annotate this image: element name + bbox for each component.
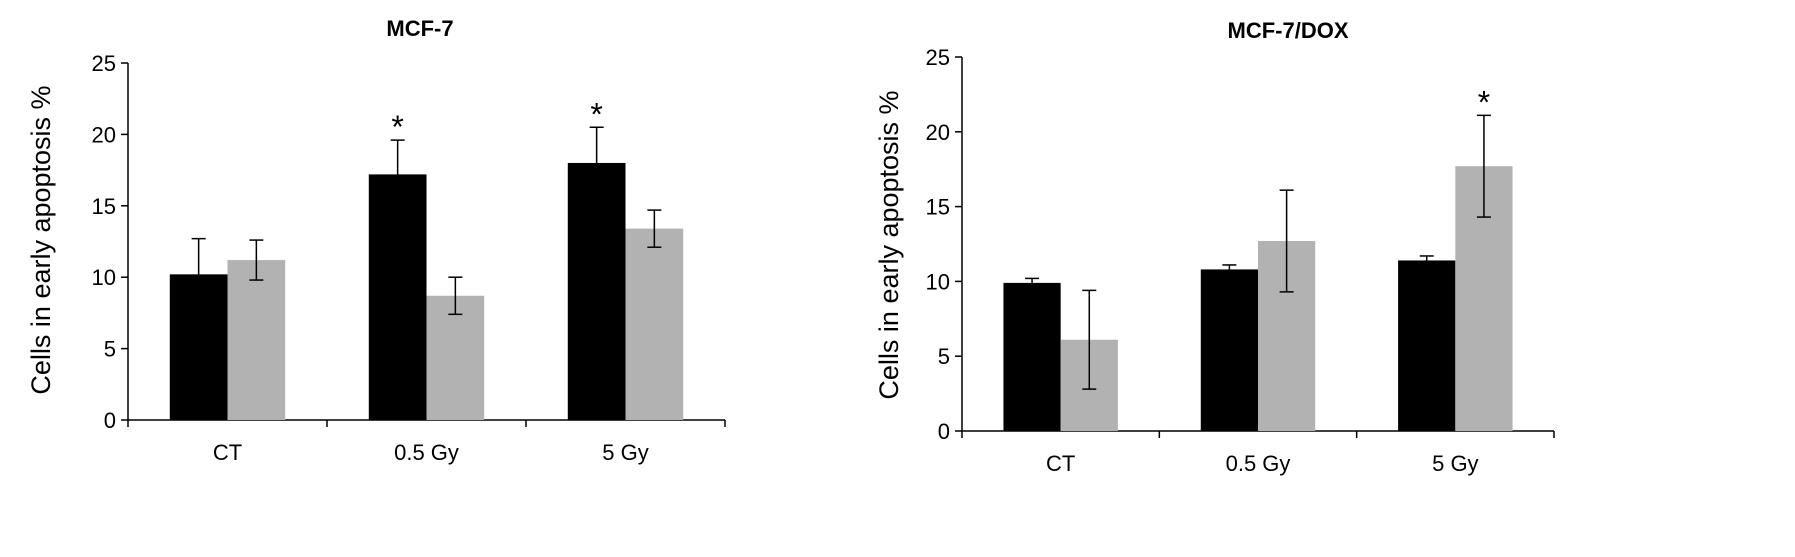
chart-plot-area: 0 5 10 15 20 25 CT 0.5 Gy 5 Gy * * <box>92 51 726 465</box>
y-tick-label: 15 <box>926 195 950 220</box>
x-tick-label: 5 Gy <box>602 440 648 465</box>
bar <box>1003 282 1061 431</box>
chart-title: MCF-7/DOX <box>1227 18 1349 43</box>
bar <box>426 295 485 420</box>
bar <box>1200 269 1258 431</box>
y-tick-label: 20 <box>92 122 116 147</box>
y-tick-label: 0 <box>938 419 950 444</box>
x-tick-label: 0.5 Gy <box>394 440 459 465</box>
y-tick-label: 0 <box>104 408 116 433</box>
y-tick-label: 10 <box>926 269 950 294</box>
bar <box>567 162 626 420</box>
chart-plot-area: 0 5 10 15 20 25 CT 0.5 Gy 5 Gy * <box>926 45 1555 476</box>
x-tick-label: CT <box>1046 451 1075 476</box>
y-tick-label: 15 <box>92 194 116 219</box>
x-tick-label: 5 Gy <box>1432 451 1478 476</box>
y-tick-label: 5 <box>938 344 950 369</box>
chart-mcf7: MCF-7 Cells in early apoptosis % 0 5 10 15 2… <box>0 0 897 557</box>
significance-marker: * <box>590 96 602 132</box>
chart-title: MCF-7 <box>386 16 454 41</box>
y-tick-label: 20 <box>926 120 950 145</box>
significance-marker: * <box>1478 84 1490 120</box>
bar <box>1398 260 1456 431</box>
significance-marker: * <box>391 109 403 145</box>
bar <box>625 228 684 420</box>
y-tick-label: 10 <box>92 265 116 290</box>
bar <box>227 260 286 420</box>
x-tick-label: 0.5 Gy <box>1226 451 1291 476</box>
x-tick-label: CT <box>213 440 242 465</box>
y-tick-label: 25 <box>926 45 950 70</box>
y-tick-label: 5 <box>104 337 116 362</box>
y-tick-label: 25 <box>92 51 116 76</box>
bar <box>368 174 427 420</box>
